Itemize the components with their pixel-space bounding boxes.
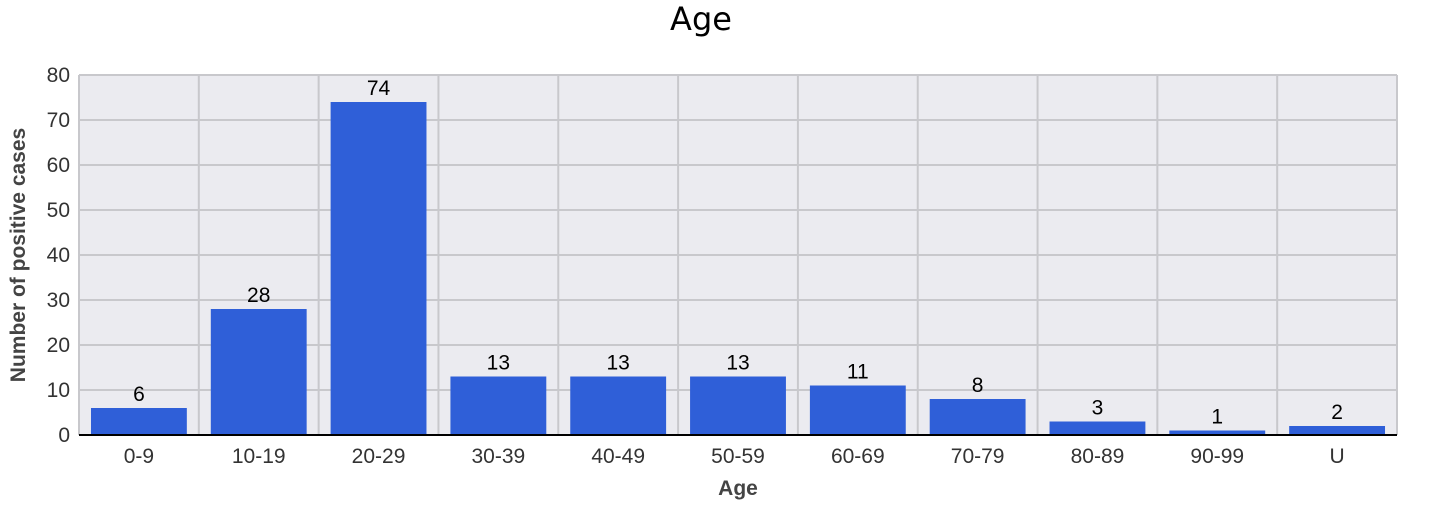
bar-0-9 <box>90 408 187 435</box>
x-tick-label: 70-79 <box>951 445 1005 468</box>
y-axis-label: Number of positive cases <box>7 128 30 382</box>
bar-40-49 <box>570 376 667 435</box>
y-tick-label: 70 <box>47 109 70 132</box>
y-tick-label: 0 <box>58 424 70 447</box>
x-tick-label: 40-49 <box>591 445 645 468</box>
data-label-50-59: 13 <box>726 352 749 375</box>
y-tick-label: 30 <box>47 289 70 312</box>
x-tick-label: U <box>1330 445 1345 468</box>
bar-50-59 <box>690 376 786 435</box>
bar-20-29 <box>330 102 427 435</box>
data-label-40-49: 13 <box>607 352 630 375</box>
data-label-u: 2 <box>1331 401 1343 424</box>
bar-90-99 <box>1169 430 1266 435</box>
bar-10-19 <box>210 309 307 435</box>
bar-u <box>1289 426 1386 435</box>
data-label-90-99: 1 <box>1211 406 1223 429</box>
data-label-30-39: 13 <box>487 352 510 375</box>
x-tick-label: 80-89 <box>1071 445 1125 468</box>
data-label-0-9: 6 <box>133 383 145 406</box>
bar-60-69 <box>809 385 906 435</box>
data-label-60-69: 11 <box>847 361 869 384</box>
y-tick-label: 10 <box>47 379 70 402</box>
bars <box>90 102 1386 435</box>
data-label-80-89: 3 <box>1092 397 1104 420</box>
data-label-20-29: 74 <box>367 77 391 100</box>
chart-title: Age <box>670 0 732 38</box>
data-label-10-19: 28 <box>247 284 270 307</box>
y-tick-label: 80 <box>47 64 70 87</box>
data-label-70-79: 8 <box>972 374 984 397</box>
bar-30-39 <box>450 376 547 435</box>
x-tick-label: 50-59 <box>711 445 765 468</box>
bar-70-79 <box>929 399 1026 435</box>
y-tick-label: 50 <box>47 199 70 222</box>
y-tick-label: 20 <box>47 334 70 357</box>
x-tick-label: 10-19 <box>232 445 286 468</box>
y-axis-ticks: 0 10 20 30 40 50 60 70 80 <box>47 64 70 447</box>
x-axis-ticks: 0-9 10-19 20-29 30-39 40-49 50-59 60-69 70-79 80… <box>124 445 1345 468</box>
data-labels: 6 28 74 13 13 13 11 8 3 1 2 <box>133 77 1343 429</box>
x-tick-label: 60-69 <box>831 445 885 468</box>
bar-80-89 <box>1049 421 1146 435</box>
x-tick-label: 0-9 <box>124 445 154 468</box>
y-tick-label: 60 <box>47 154 70 177</box>
y-tick-label: 40 <box>47 244 70 267</box>
x-tick-label: 20-29 <box>352 445 406 468</box>
x-axis-label: Age <box>718 477 758 500</box>
x-tick-label: 90-99 <box>1190 445 1244 468</box>
x-tick-label: 30-39 <box>472 445 526 468</box>
